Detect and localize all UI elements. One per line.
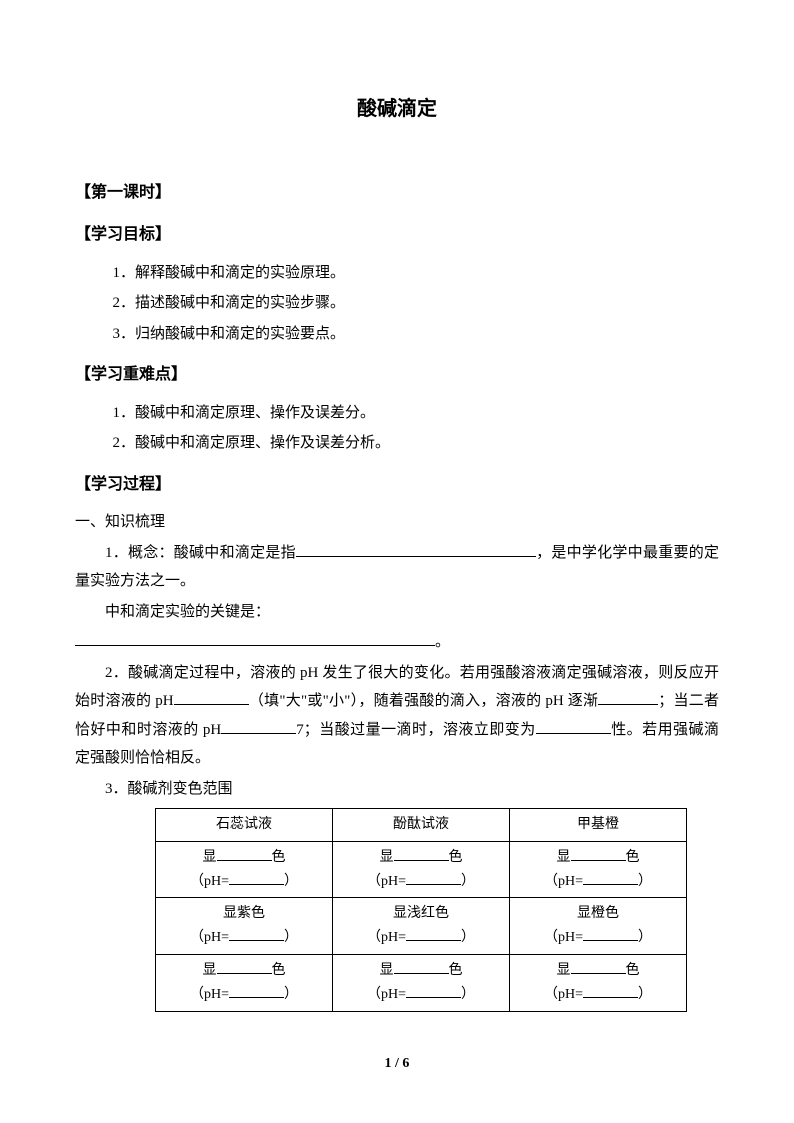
- key-point-intro: 中和滴定实验的关键是：: [75, 598, 719, 627]
- difficulty-item: 2．酸碱中和滴定原理、操作及误差分析。: [75, 429, 719, 458]
- text: 色: [449, 850, 463, 865]
- table-cell: 显 色 （pH= ）: [156, 955, 333, 1012]
- fill-blank[interactable]: [583, 870, 638, 885]
- table-cell: 显 色 （pH= ）: [333, 841, 510, 898]
- fill-blank[interactable]: [571, 846, 626, 861]
- text: ）: [461, 987, 475, 1002]
- text: ）: [638, 930, 652, 945]
- text: ）: [284, 874, 298, 889]
- fill-blank[interactable]: [75, 630, 435, 646]
- text: 显: [557, 850, 571, 865]
- fill-blank[interactable]: [229, 926, 284, 941]
- objective-item: 2．描述酸碱中和滴定的实验步骤。: [75, 289, 719, 318]
- table-cell: 显 色 （pH= ）: [510, 841, 687, 898]
- fill-blank[interactable]: [583, 926, 638, 941]
- page-number: 1 / 6: [0, 1051, 794, 1078]
- objective-item: 3．归纳酸碱中和滴定的实验要点。: [75, 320, 719, 349]
- table-row: 显 色 （pH= ） 显 色 （pH= ） 显 色 （pH= ）: [156, 955, 687, 1012]
- fill-blank[interactable]: [229, 983, 284, 998]
- text: （pH=: [544, 930, 583, 945]
- table-row: 显紫色 （pH= ） 显浅红色 （pH= ） 显橙色 （pH= ）: [156, 898, 687, 955]
- text: 。: [435, 634, 450, 650]
- text: 显浅红色: [393, 906, 449, 921]
- text: 显: [380, 963, 394, 978]
- key-point-blank: 。: [75, 628, 719, 657]
- table-header: 甲基橙: [510, 809, 687, 842]
- fill-blank[interactable]: [217, 846, 272, 861]
- fill-blank[interactable]: [536, 718, 611, 734]
- objectives-heading: 【学习目标】: [75, 220, 719, 250]
- text: （pH=: [367, 987, 406, 1002]
- text: （填"大"或"小"），随着强酸的滴入，溶液的 pH 逐渐: [249, 693, 599, 709]
- sub-heading-1: 一、知识梳理: [75, 508, 719, 537]
- table-cell: 显浅红色 （pH= ）: [333, 898, 510, 955]
- text: （pH=: [544, 987, 583, 1002]
- table-cell: 显橙色 （pH= ）: [510, 898, 687, 955]
- fill-blank[interactable]: [394, 846, 449, 861]
- text: ）: [461, 930, 475, 945]
- text: 显: [203, 850, 217, 865]
- lesson-heading: 【第一课时】: [75, 178, 719, 208]
- text: 显: [203, 963, 217, 978]
- table-header: 酚酞试液: [333, 809, 510, 842]
- table-header: 石蕊试液: [156, 809, 333, 842]
- text: 7；当酸过量一滴时，溶液立即变为: [296, 722, 535, 738]
- ph-change-para: 2．酸碱滴定过程中，溶液的 pH 发生了很大的变化。若用强酸溶液滴定强碱溶液，则…: [75, 659, 719, 773]
- text: 色: [626, 850, 640, 865]
- difficulties-heading: 【学习重难点】: [75, 360, 719, 390]
- table-cell: 显 色 （pH= ）: [156, 841, 333, 898]
- text: （pH=: [367, 930, 406, 945]
- fill-blank[interactable]: [406, 983, 461, 998]
- page-title: 酸碱滴定: [75, 90, 719, 128]
- fill-blank[interactable]: [229, 870, 284, 885]
- text: 显: [557, 963, 571, 978]
- fill-blank[interactable]: [598, 689, 658, 705]
- text: （pH=: [544, 874, 583, 889]
- text: 显橙色: [577, 906, 619, 921]
- fill-blank[interactable]: [217, 959, 272, 974]
- text: 色: [272, 963, 286, 978]
- text: ）: [461, 874, 475, 889]
- text: （pH=: [190, 930, 229, 945]
- text: （pH=: [367, 874, 406, 889]
- fill-blank[interactable]: [406, 870, 461, 885]
- fill-blank[interactable]: [394, 959, 449, 974]
- text: 色: [272, 850, 286, 865]
- text: 色: [626, 963, 640, 978]
- table-row: 显 色 （pH= ） 显 色 （pH= ） 显 色 （pH= ）: [156, 841, 687, 898]
- table-row: 石蕊试液 酚酞试液 甲基橙: [156, 809, 687, 842]
- fill-blank[interactable]: [174, 689, 249, 705]
- text: ）: [638, 987, 652, 1002]
- concept-para: 1．概念：酸碱中和滴定是指，是中学化学中最重要的定量实验方法之一。: [75, 539, 719, 596]
- indicator-table: 石蕊试液 酚酞试液 甲基橙 显色 （pH=） 显色 （pH=） 显色 （pH=）…: [155, 808, 687, 1012]
- process-heading: 【学习过程】: [75, 470, 719, 500]
- fill-blank[interactable]: [221, 718, 296, 734]
- text: 1．概念：酸碱中和滴定是指: [105, 545, 296, 561]
- difficulty-item: 1．酸碱中和滴定原理、操作及误差分。: [75, 399, 719, 428]
- text: ）: [284, 930, 298, 945]
- indicator-heading: 3．酸碱剂变色范围: [75, 775, 719, 804]
- objective-item: 1．解释酸碱中和滴定的实验原理。: [75, 259, 719, 288]
- text: 显: [380, 850, 394, 865]
- table-cell: 显紫色 （pH= ）: [156, 898, 333, 955]
- fill-blank[interactable]: [583, 983, 638, 998]
- text: ）: [638, 874, 652, 889]
- table-cell: 显 色 （pH= ）: [333, 955, 510, 1012]
- text: 显紫色: [223, 906, 265, 921]
- text: （pH=: [190, 874, 229, 889]
- table-cell: 显 色 （pH= ）: [510, 955, 687, 1012]
- fill-blank[interactable]: [406, 926, 461, 941]
- fill-blank[interactable]: [571, 959, 626, 974]
- fill-blank[interactable]: [296, 541, 536, 557]
- text: （pH=: [190, 987, 229, 1002]
- text: 色: [449, 963, 463, 978]
- text: ）: [284, 987, 298, 1002]
